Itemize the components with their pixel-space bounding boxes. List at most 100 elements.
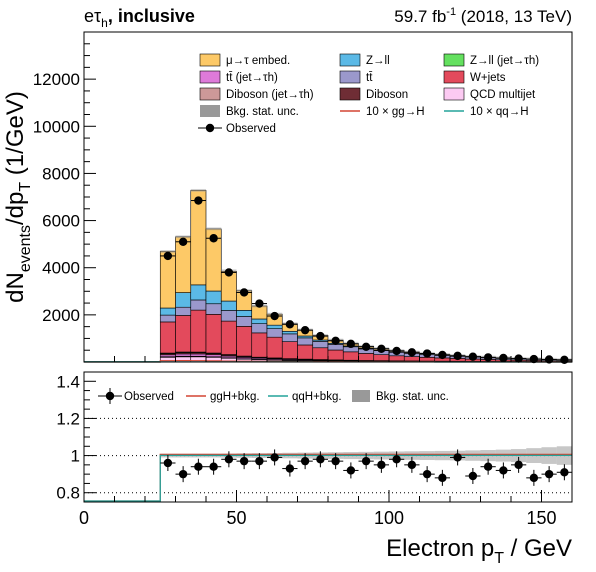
- ratio-point: [468, 471, 478, 481]
- ratio-panel: 0.8 1 1.2 1.4 0 50 100 150 Observed ggH+bkg. qqH…: [56, 371, 573, 567]
- ratio-point: [514, 460, 523, 470]
- ratio-point: [285, 464, 295, 473]
- legend-swatch: [199, 87, 221, 101]
- legend-swatch: [443, 70, 465, 84]
- bar-wj: [388, 355, 405, 362]
- ratio-plot-area: [84, 372, 572, 502]
- ratio-point: [529, 473, 539, 483]
- ratio-point: [239, 456, 249, 466]
- legend-swatch: [339, 53, 361, 67]
- bar-wj: [373, 354, 390, 361]
- observed-point: [316, 331, 325, 341]
- bar-wj: [358, 353, 375, 361]
- observed-point: [300, 325, 310, 335]
- bar-wj: [175, 315, 192, 353]
- bar-zll: [159, 307, 176, 316]
- y-tick-label: 12000: [33, 70, 80, 89]
- bar-emb: [205, 228, 222, 292]
- ratio-legend-label: Bkg. stat. unc.: [376, 391, 449, 403]
- ratio-point: [453, 453, 462, 462]
- ratio-y-tick-label: 1.2: [56, 409, 80, 428]
- legend-label: W+jets: [470, 72, 506, 84]
- ratio-legend-marker: [105, 391, 115, 401]
- bar-tt: [312, 341, 329, 349]
- main-y-axis: 2000 4000 6000 8000 10000 12000: [33, 43, 96, 351]
- observed-point: [560, 355, 569, 365]
- ratio-point: [209, 462, 218, 471]
- ratio-observed-points: [160, 449, 572, 486]
- ratio-y-axis: 0.8 1 1.2 1.4: [56, 372, 96, 503]
- bar-tt: [220, 310, 237, 322]
- x-tick-label: 0: [79, 508, 89, 528]
- unc-band-bin: [175, 235, 191, 239]
- bar-zll: [220, 300, 237, 311]
- ratio-point: [483, 462, 493, 471]
- legend-label: μ→τ embed.: [226, 55, 290, 67]
- bar-tt: [327, 344, 344, 351]
- observed-points: [160, 196, 572, 365]
- ratio-point: [560, 468, 569, 477]
- observed-point: [346, 339, 356, 349]
- bar-wj: [403, 356, 420, 362]
- ratio-point: [224, 455, 234, 464]
- observed-point: [331, 336, 340, 345]
- bar-ttj: [190, 353, 207, 357]
- legend-label: Diboson (jet→τh): [226, 89, 314, 101]
- bar-emb: [251, 305, 268, 320]
- lumi-label: 59.7 fb-1 (2018, 13 TeV): [394, 6, 572, 26]
- bar-tt: [175, 306, 192, 316]
- legend-label: tt̄ (jet→τh): [226, 72, 278, 84]
- observed-point: [239, 288, 249, 297]
- main-y-axis-title: dNevents/dpT (1/GeV): [2, 91, 34, 303]
- ratio-legend-label: ggH+bkg.: [210, 391, 260, 403]
- y-tick-label: 4000: [42, 259, 80, 278]
- ratio-point: [270, 453, 279, 462]
- bar-tt: [281, 333, 298, 342]
- unc-band-bin: [160, 250, 176, 253]
- legend-label: QCD multijet: [470, 89, 536, 101]
- x-tick-label: 50: [226, 508, 246, 528]
- bar-wj: [312, 347, 329, 360]
- ratio-point: [346, 466, 356, 475]
- bar-zll: [251, 318, 268, 324]
- bar-wj: [220, 320, 237, 355]
- ratio-y-tick-label: 0.8: [56, 484, 80, 503]
- legend-swatch: [443, 53, 465, 67]
- legend-swatch: [443, 87, 465, 101]
- observed-point: [468, 352, 478, 361]
- observed-point: [453, 351, 462, 361]
- legend-swatch: [199, 53, 221, 67]
- bar-tt: [205, 303, 222, 315]
- ratio-point: [544, 469, 554, 479]
- legend-label: Diboson: [366, 89, 408, 101]
- unc-band-bin: [190, 188, 206, 192]
- observed-point: [377, 344, 386, 353]
- y-tick-label: 10000: [33, 117, 80, 136]
- main-legend: μ→τ embed. Z→ll Z→ll (jet→τh) tt̄ (jet→τh) t…: [198, 53, 539, 135]
- ratio-point: [194, 462, 203, 471]
- bar-zll: [236, 310, 253, 317]
- y-tick-label: 8000: [42, 164, 80, 183]
- bar-tt: [266, 328, 283, 338]
- legend-label: Z→ll: [366, 55, 390, 67]
- observed-point: [407, 348, 417, 357]
- ratio-point: [178, 469, 188, 479]
- observed-point: [514, 354, 523, 363]
- bar-zll: [190, 284, 207, 301]
- bar-zll: [175, 292, 192, 308]
- ratio-legend-label: qqH+bkg.: [292, 391, 342, 403]
- ratio-point: [438, 473, 447, 483]
- observed-point: [529, 354, 539, 364]
- observed-point: [255, 299, 264, 308]
- bar-wj: [342, 351, 359, 361]
- ratio-x-axis: 0 50 100 150: [79, 490, 573, 528]
- x-tick-label: 100: [374, 508, 404, 528]
- observed-point: [209, 234, 218, 243]
- bar-tt: [236, 316, 253, 327]
- ratio-y-tick-label: 1.4: [56, 372, 80, 391]
- channel-label: eτh, inclusive: [84, 6, 195, 30]
- bar-wj: [236, 326, 253, 357]
- legend-swatch: [339, 70, 361, 84]
- legend-swatch: [199, 70, 221, 84]
- bar-zll: [205, 290, 222, 305]
